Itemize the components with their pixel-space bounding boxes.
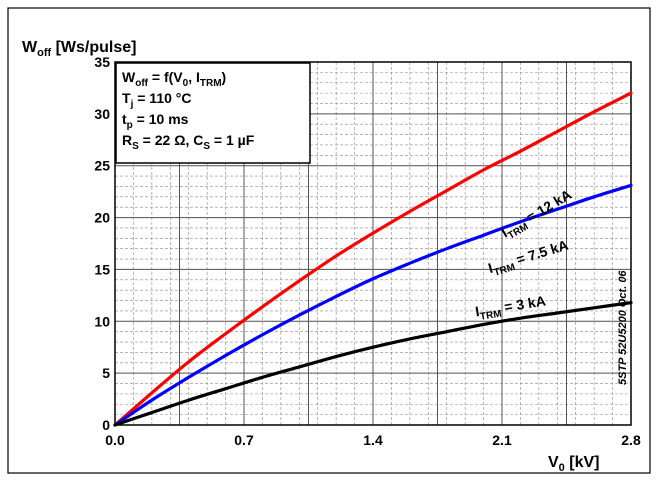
series-line-0 xyxy=(113,91,633,427)
info-box-frame xyxy=(115,62,311,164)
y-tick-label: 15 xyxy=(94,261,110,277)
series-label-2: ITRM = 3 kA xyxy=(474,293,547,324)
series-line-2 xyxy=(113,301,633,427)
y-tick-label: 25 xyxy=(94,158,110,174)
watermark-text: 5STP 52U5200 Oct. 06 xyxy=(617,270,629,385)
info-line-junction-temp: Tj = 110 °C xyxy=(122,90,191,110)
x-tick-label: 1.4 xyxy=(363,432,383,448)
y-tick-label: 10 xyxy=(94,313,110,329)
y-tick-label: 5 xyxy=(102,365,110,381)
plot-border xyxy=(114,61,632,426)
y-axis-title: Woff [Ws/pulse] xyxy=(22,39,137,59)
y-tick-label: 35 xyxy=(94,54,110,70)
x-tick-label: 0.0 xyxy=(105,432,125,448)
x-axis-title: V0 [kV] xyxy=(548,454,599,474)
series-line-1 xyxy=(113,183,633,427)
series-lines xyxy=(113,91,633,427)
tick-labels: 0.0 0.7 1.4 2.1 2.8 0 5 10 15 20 25 30 35 xyxy=(94,54,641,448)
y-tick-label: 30 xyxy=(94,106,110,122)
info-line-snubber: RS = 22 Ω, CS = 1 µF xyxy=(122,132,255,152)
grid xyxy=(114,61,632,426)
info-line-function: Woff = f(V0, ITRM) xyxy=(122,69,226,89)
y-tick-label: 20 xyxy=(94,210,110,226)
x-tick-label: 0.7 xyxy=(234,432,254,448)
info-line-pulse-time: tp = 10 ms xyxy=(122,111,189,131)
x-tick-label: 2.1 xyxy=(492,432,512,448)
info-box: Woff = f(V0, ITRM) Tj = 110 °C tp = 10 m… xyxy=(115,62,311,164)
y-tick-label: 0 xyxy=(102,417,110,433)
x-tick-label: 2.8 xyxy=(621,432,641,448)
